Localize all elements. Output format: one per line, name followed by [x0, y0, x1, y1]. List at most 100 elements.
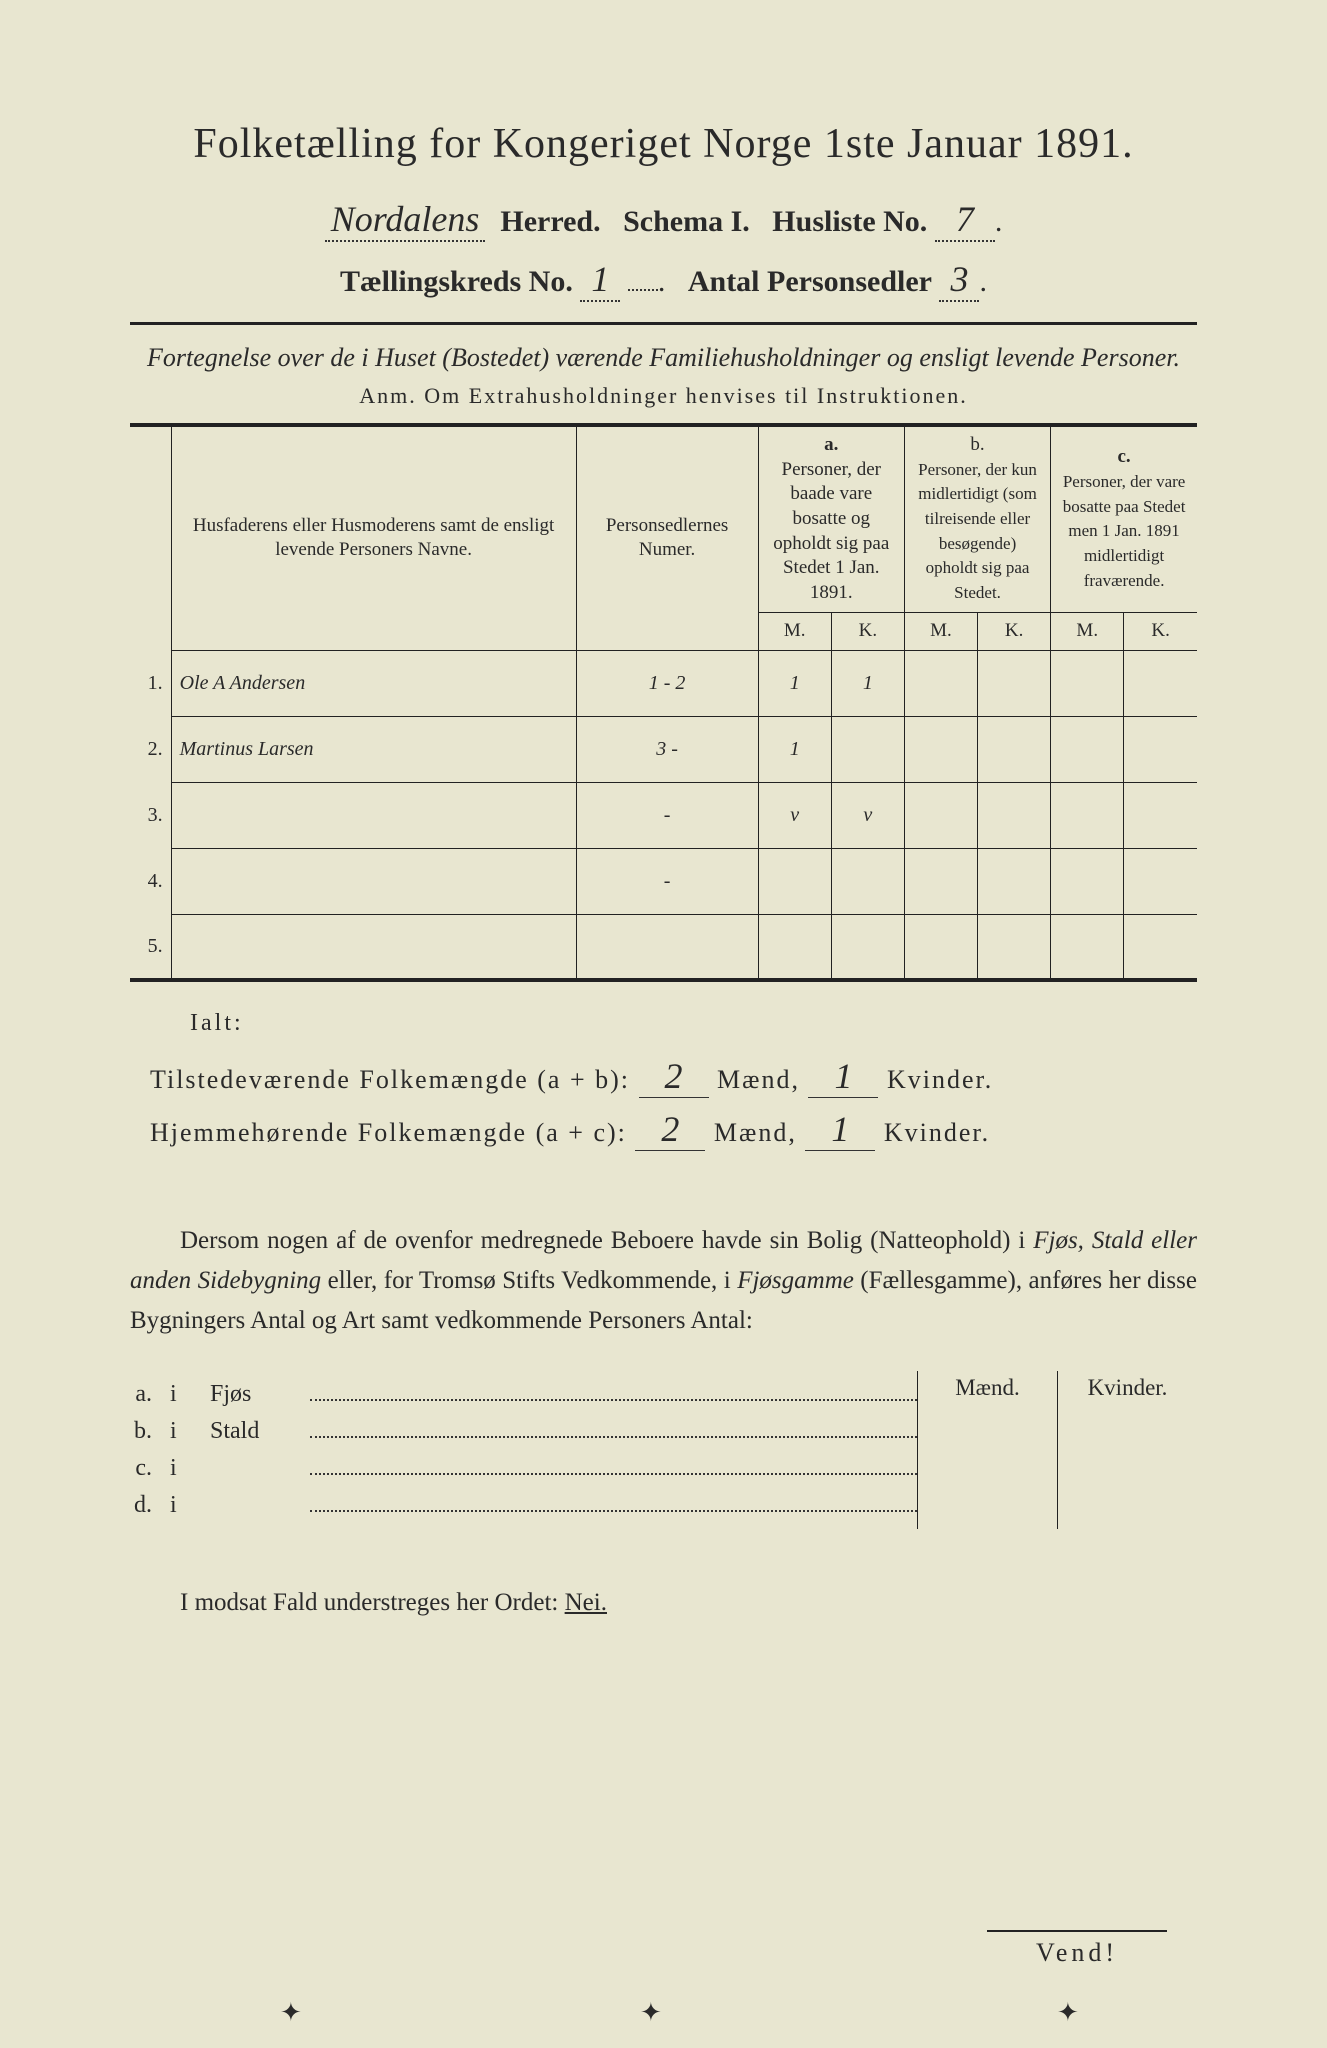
bygning-dots — [310, 1508, 917, 1512]
bygning-lbl: a. — [130, 1381, 170, 1408]
c-m-cell — [1051, 650, 1124, 716]
anm-note: Anm. Om Extrahusholdninger henvises til … — [130, 383, 1197, 409]
bygning-right: Mænd. Kvinder. — [917, 1371, 1197, 1529]
row-number: 1. — [130, 650, 171, 716]
kreds-line: Tællingskreds No. 1 . Antal Personsedler… — [130, 258, 1197, 302]
table-row: 2.Martinus Larsen3 -1 — [130, 716, 1197, 782]
row-number: 4. — [130, 848, 171, 914]
bygning-i: i — [170, 1418, 210, 1445]
table-row: 3.-vv — [130, 782, 1197, 848]
numer-cell — [576, 914, 758, 980]
name-cell: Martinus Larsen — [171, 716, 576, 782]
row-number: 2. — [130, 716, 171, 782]
sum2-label: Hjemmehørende Folkemængde (a + c): — [150, 1118, 627, 1147]
c-k-cell — [1124, 650, 1197, 716]
b-m-cell — [904, 914, 977, 980]
bolig-paragraph: Dersom nogen af de ovenfor medregnede Be… — [130, 1221, 1197, 1341]
c-k-cell — [1124, 848, 1197, 914]
col-a-text: Personer, der baade vare bosatte og opho… — [773, 459, 889, 603]
bygning-lbl: b. — [130, 1418, 170, 1445]
binding-mark: ✦ — [1057, 1998, 1067, 2008]
c-m-cell — [1051, 848, 1124, 914]
c-k-cell — [1124, 782, 1197, 848]
kvinder-2: Kvinder. — [884, 1118, 990, 1147]
c-m-cell — [1051, 716, 1124, 782]
col-names: Husfaderens eller Husmoderens samt de en… — [171, 425, 576, 650]
col-c-m: M. — [1051, 612, 1124, 650]
name-cell — [171, 914, 576, 980]
bygning-row: a.iFjøs — [130, 1381, 917, 1408]
schema-label: Schema I. — [623, 205, 750, 238]
col-b: b. Personer, der kun midlertidigt (som t… — [904, 425, 1050, 612]
col-numer: Personsedlernes Numer. — [576, 425, 758, 650]
bygning-i: i — [170, 1455, 210, 1482]
col-c-text: Personer, der vare bosatte paa Stedet me… — [1063, 472, 1186, 590]
numer-cell: - — [576, 782, 758, 848]
b-k-cell — [978, 782, 1051, 848]
c-k-cell — [1124, 914, 1197, 980]
a-m-cell: v — [758, 782, 831, 848]
a-k-cell: 1 — [831, 650, 904, 716]
bygning-row: b.iStald — [130, 1418, 917, 1445]
name-cell — [171, 782, 576, 848]
binding-mark: ✦ — [640, 1998, 650, 2008]
sum1-k: 1 — [808, 1055, 878, 1098]
bygning-dots — [310, 1434, 917, 1438]
b-m-cell — [904, 782, 977, 848]
table-row: 1.Ole A Andersen1 - 211 — [130, 650, 1197, 716]
name-cell: Ole A Andersen — [171, 650, 576, 716]
kreds-label: Tællingskreds No. — [340, 265, 573, 298]
bygning-row: c.i — [130, 1455, 917, 1482]
col-b-k: K. — [978, 612, 1051, 650]
maend-1: Mænd, — [717, 1065, 800, 1094]
bygning-dots — [310, 1471, 917, 1475]
col-a: a. Personer, der baade vare bosatte og o… — [758, 425, 904, 612]
bygning-left: a.iFjøsb.iStaldc.id.i — [130, 1371, 917, 1529]
bygning-lbl: c. — [130, 1455, 170, 1482]
kreds-value: 1 — [580, 258, 620, 302]
page-title: Folketælling for Kongeriget Norge 1ste J… — [130, 120, 1197, 168]
herred-label: Herred. — [500, 205, 600, 238]
main-table: Husfaderens eller Husmoderens samt de en… — [130, 423, 1197, 982]
a-m-cell — [758, 848, 831, 914]
bygning-row: d.i — [130, 1492, 917, 1519]
a-k-cell — [831, 914, 904, 980]
husliste-value: 7 — [935, 198, 995, 242]
sum1-label: Tilstedeværende Folkemængde (a + b): — [150, 1065, 630, 1094]
table-row: 4.- — [130, 848, 1197, 914]
a-k-cell — [831, 716, 904, 782]
husliste-label: Husliste No. — [772, 205, 927, 238]
b-m-cell — [904, 650, 977, 716]
binding-mark: ✦ — [280, 1998, 290, 2008]
col-b-label: b. — [970, 434, 984, 455]
bygning-block: a.iFjøsb.iStaldc.id.i Mænd. Kvinder. — [130, 1371, 1197, 1529]
bygning-kvinder-col: Kvinder. — [1058, 1371, 1197, 1529]
col-numer-text: Personsedlernes Numer. — [606, 515, 728, 561]
a-m-cell: 1 — [758, 650, 831, 716]
dotted-spacer — [628, 289, 658, 291]
col-b-m: M. — [904, 612, 977, 650]
a-k-cell — [831, 848, 904, 914]
sum2-k: 1 — [805, 1108, 875, 1151]
bygning-lbl: d. — [130, 1492, 170, 1519]
c-k-cell — [1124, 716, 1197, 782]
col-a-k: K. — [831, 612, 904, 650]
a-m-cell — [758, 914, 831, 980]
row-number: 3. — [130, 782, 171, 848]
b-k-cell — [978, 650, 1051, 716]
modsat-line: I modsat Fald understreges her Ordet: Ne… — [130, 1589, 1197, 1617]
table-row: 5. — [130, 914, 1197, 980]
census-form-page: Folketælling for Kongeriget Norge 1ste J… — [0, 0, 1327, 2048]
description: Fortegnelse over de i Huset (Bostedet) v… — [130, 343, 1197, 373]
maend-2: Mænd, — [714, 1118, 797, 1147]
b-m-cell — [904, 716, 977, 782]
antal-value: 3 — [939, 258, 979, 302]
herred-line: Nordalens Herred. Schema I. Husliste No.… — [130, 198, 1197, 242]
b-k-cell — [978, 716, 1051, 782]
c-m-cell — [1051, 914, 1124, 980]
bygning-type: Fjøs — [210, 1381, 310, 1408]
col-b-text: Personer, der kun midlertidigt (som tilr… — [918, 460, 1037, 602]
row-number: 5. — [130, 914, 171, 980]
col-c-k: K. — [1124, 612, 1197, 650]
bygning-maend-col: Mænd. — [918, 1371, 1058, 1529]
